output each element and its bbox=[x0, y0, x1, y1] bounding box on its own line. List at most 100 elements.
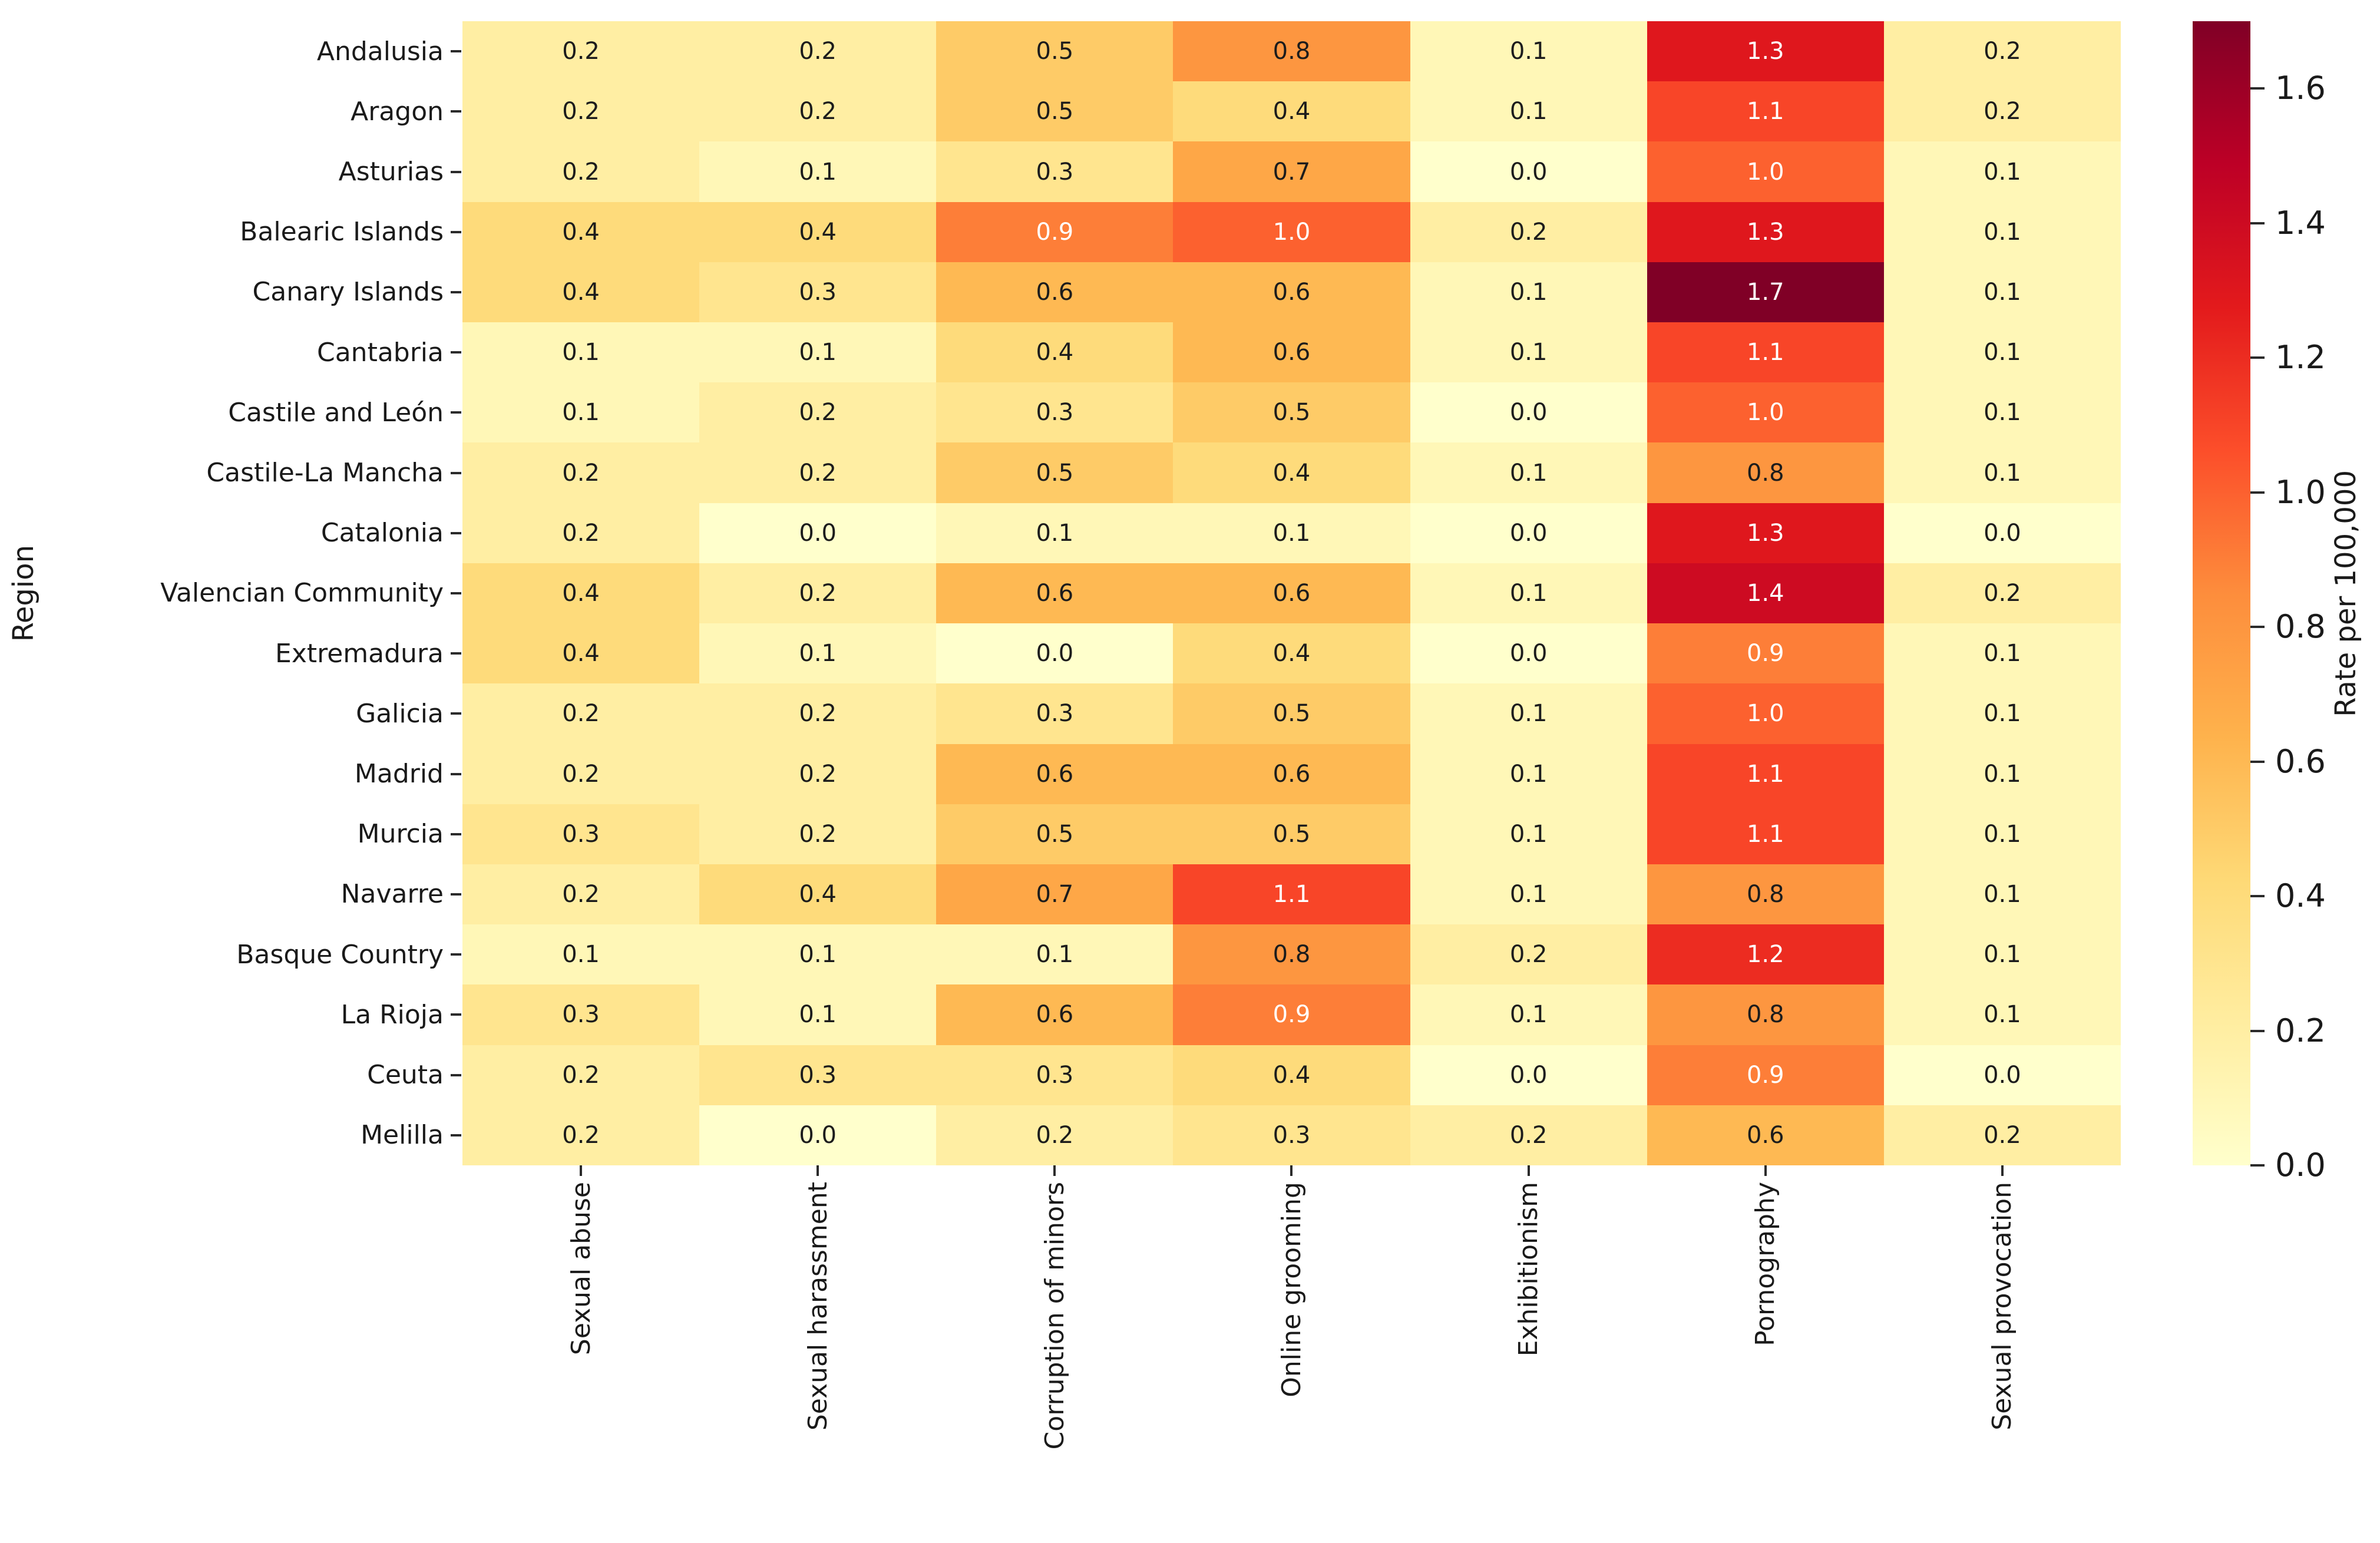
heatmap-cell: 0.3 bbox=[936, 382, 1174, 443]
heatmap-cell: 0.7 bbox=[936, 864, 1174, 925]
y-tick-mark bbox=[451, 110, 461, 113]
x-tick-mark bbox=[2001, 1165, 2004, 1176]
heatmap-cell: 0.4 bbox=[462, 563, 700, 624]
row-label-text: Basque Country bbox=[236, 939, 444, 970]
heatmap-cell: 1.0 bbox=[1647, 683, 1884, 744]
row-label-text: Andalusia bbox=[316, 36, 444, 67]
heatmap-cell: 0.4 bbox=[1173, 81, 1410, 142]
heatmap-cell: 0.4 bbox=[936, 322, 1174, 383]
colorbar-tick-mark bbox=[2250, 356, 2265, 359]
heatmap-cell: 0.2 bbox=[699, 442, 937, 503]
row-label: Murcia bbox=[0, 804, 461, 864]
heatmap-cell: 0.0 bbox=[1410, 623, 1647, 684]
heatmap-cell: 1.3 bbox=[1647, 21, 1884, 82]
heatmap-cell: 0.1 bbox=[1883, 262, 2121, 323]
row-label: Asturias bbox=[0, 141, 461, 201]
heatmap-cell: 1.0 bbox=[1647, 382, 1884, 443]
y-tick-mark bbox=[451, 772, 461, 775]
heatmap-cell: 0.3 bbox=[462, 804, 700, 864]
row-label-text: Aragon bbox=[351, 96, 444, 127]
x-tick-mark bbox=[1290, 1165, 1293, 1176]
heatmap-cell: 0.3 bbox=[936, 1045, 1174, 1105]
col-label: Exhibitionism bbox=[1410, 1165, 1647, 1356]
x-tick-mark bbox=[1053, 1165, 1056, 1176]
heatmap-cell: 0.9 bbox=[1173, 984, 1410, 1045]
heatmap-cell: 0.3 bbox=[936, 141, 1174, 202]
heatmap-cell: 0.1 bbox=[1410, 864, 1647, 925]
row-label-text: Balearic Islands bbox=[240, 217, 444, 247]
heatmap-cell: 0.2 bbox=[462, 683, 700, 744]
y-tick-mark bbox=[451, 893, 461, 896]
colorbar-tick-mark bbox=[2250, 1029, 2265, 1032]
y-tick-mark bbox=[451, 290, 461, 293]
heatmap-cell: 0.1 bbox=[1883, 442, 2121, 503]
heatmap-cell: 0.1 bbox=[1883, 984, 2121, 1045]
y-tick-mark bbox=[451, 411, 461, 414]
heatmap-cell: 0.6 bbox=[1173, 322, 1410, 383]
colorbar: 0.0 0.2 0.4 0.6 0.8 1.0 1.2 1.4 1.6 bbox=[2193, 21, 2326, 1181]
heatmap-cell: 0.1 bbox=[1410, 683, 1647, 744]
col-label-text: Sexual provocation bbox=[1987, 1182, 2018, 1430]
heatmap-cell: 0.1 bbox=[1883, 744, 2121, 804]
heatmap-cell: 0.0 bbox=[1410, 1045, 1647, 1105]
row-label: Castile-La Mancha bbox=[0, 442, 461, 503]
heatmap-cell: 0.1 bbox=[1410, 804, 1647, 864]
heatmap-cell: 0.1 bbox=[1410, 744, 1647, 804]
heatmap-cell: 0.2 bbox=[462, 442, 700, 503]
heatmap-cell: 0.1 bbox=[1410, 21, 1647, 82]
heatmap-cell: 0.2 bbox=[699, 382, 937, 443]
y-tick-mark bbox=[451, 50, 461, 53]
heatmap-cell: 0.2 bbox=[462, 1105, 700, 1165]
heatmap-cell: 0.3 bbox=[462, 984, 700, 1045]
y-tick-mark bbox=[451, 1134, 461, 1136]
row-label-text: Cantabria bbox=[317, 337, 444, 368]
heatmap-cell: 0.5 bbox=[936, 442, 1174, 503]
heatmap-cell: 0.2 bbox=[462, 864, 700, 925]
heatmap-cell: 1.2 bbox=[1647, 924, 1884, 985]
colorbar-tick-label: 1.0 bbox=[2275, 473, 2326, 511]
heatmap-cell: 1.1 bbox=[1647, 81, 1884, 142]
heatmap-cell: 0.2 bbox=[462, 141, 700, 202]
heatmap-cell: 0.2 bbox=[1883, 81, 2121, 142]
heatmap-cell: 0.4 bbox=[462, 262, 700, 323]
heatmap-cell: 0.4 bbox=[1173, 623, 1410, 684]
y-tick-mark bbox=[451, 1013, 461, 1016]
colorbar-title: Rate per 100,000 bbox=[2329, 470, 2362, 717]
heatmap-cell: 0.6 bbox=[936, 984, 1174, 1045]
heatmap-cell: 0.7 bbox=[1173, 141, 1410, 202]
heatmap-cell: 0.6 bbox=[1173, 744, 1410, 804]
col-label-text: Exhibitionism bbox=[1513, 1182, 1544, 1357]
x-tick-mark bbox=[580, 1165, 583, 1176]
heatmap-cell: 0.1 bbox=[699, 322, 937, 383]
row-label: Canary Islands bbox=[0, 262, 461, 322]
row-label-text: Melilla bbox=[361, 1120, 444, 1151]
heatmap-cell: 0.2 bbox=[1410, 1105, 1647, 1165]
heatmap-cell: 0.0 bbox=[1883, 1045, 2121, 1105]
row-label: Catalonia bbox=[0, 503, 461, 563]
colorbar-tick-mark bbox=[2250, 491, 2265, 494]
heatmap-cell: 0.1 bbox=[462, 924, 700, 985]
colorbar-tick-label: 1.2 bbox=[2275, 339, 2326, 376]
heatmap-cell: 0.3 bbox=[1173, 1105, 1410, 1165]
y-tick-mark bbox=[451, 471, 461, 474]
heatmap-cell: 0.1 bbox=[1883, 322, 2121, 383]
heatmap-cell: 0.1 bbox=[1410, 262, 1647, 323]
heatmap-cell: 0.4 bbox=[1173, 442, 1410, 503]
col-label: Pornography bbox=[1647, 1165, 1884, 1346]
heatmap-cell: 0.5 bbox=[936, 21, 1174, 82]
heatmap-cell: 0.5 bbox=[1173, 804, 1410, 864]
heatmap-cell: 0.6 bbox=[936, 744, 1174, 804]
colorbar-tick-mark bbox=[2250, 626, 2265, 629]
col-label: Sexual provocation bbox=[1884, 1165, 2121, 1430]
colorbar-title-wrap: Rate per 100,000 bbox=[2322, 21, 2369, 1165]
colorbar-tick-label: 0.0 bbox=[2275, 1146, 2326, 1184]
heatmap-cell: 0.1 bbox=[699, 924, 937, 985]
heatmap-cell: 0.1 bbox=[1410, 81, 1647, 142]
col-label-text: Sexual abuse bbox=[566, 1182, 596, 1356]
heatmap-cell: 0.9 bbox=[1647, 1045, 1884, 1105]
heatmap-cell: 0.1 bbox=[1883, 924, 2121, 985]
col-label: Online grooming bbox=[1173, 1165, 1410, 1397]
row-label-text: Madrid bbox=[354, 759, 444, 789]
heatmap-cell: 0.2 bbox=[699, 21, 937, 82]
